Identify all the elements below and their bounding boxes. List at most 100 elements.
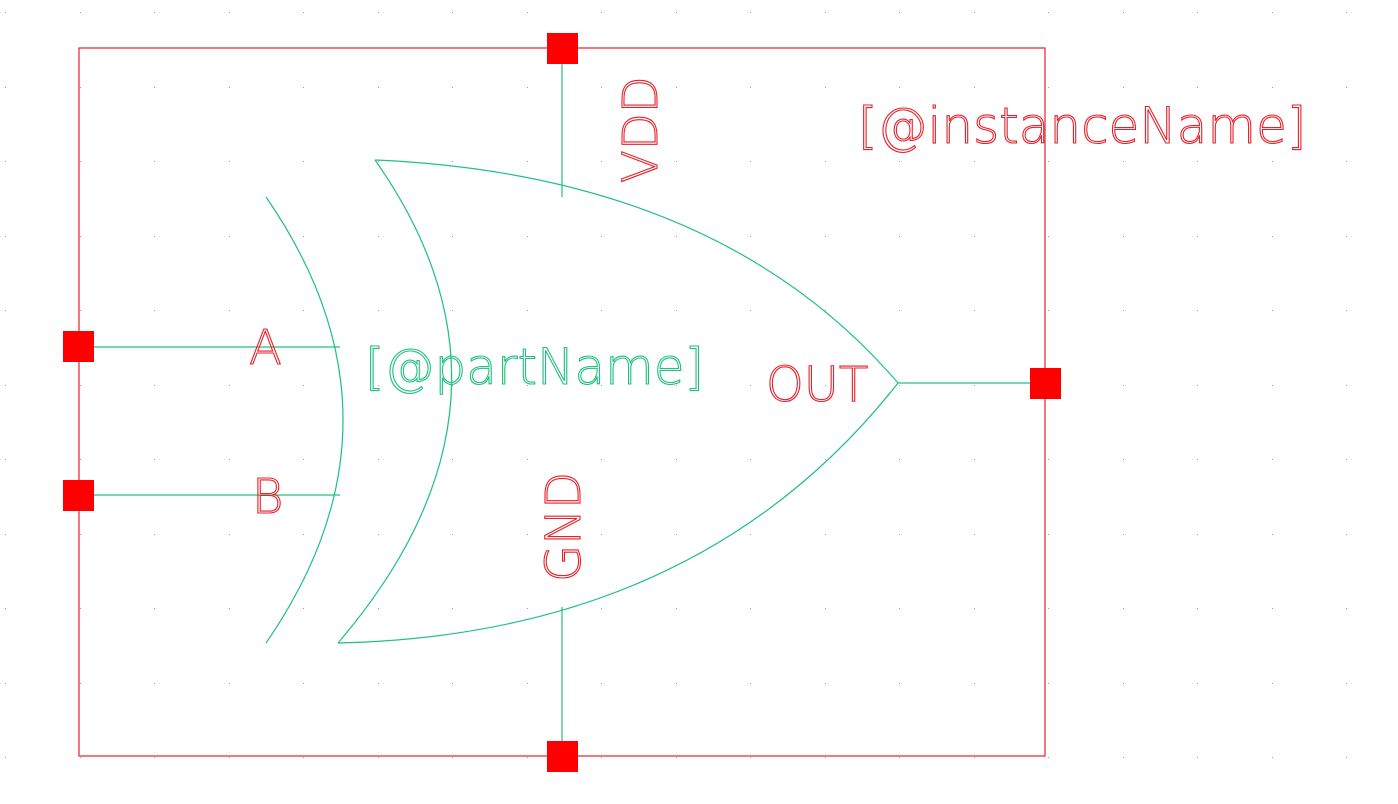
grid-dot <box>229 757 230 758</box>
grid-dot <box>452 608 453 609</box>
grid-dot <box>1197 534 1198 535</box>
xor-extra-arc <box>265 196 344 644</box>
grid-dot <box>1123 12 1124 13</box>
grid-dot <box>527 608 528 609</box>
grid-dot <box>5 534 6 535</box>
grid-dot <box>974 310 975 311</box>
grid-dot <box>378 683 379 684</box>
grid-dot <box>5 87 6 88</box>
grid-dot <box>601 236 602 237</box>
grid-dot <box>303 12 304 13</box>
grid-dot <box>303 757 304 758</box>
grid-dot <box>1048 608 1049 609</box>
grid-dot <box>899 87 900 88</box>
grid-dot <box>750 87 751 88</box>
grid-dot <box>1272 683 1273 684</box>
grid-dot <box>80 757 81 758</box>
grid-dot <box>676 87 677 88</box>
grid-dot <box>825 161 826 162</box>
grid-dot <box>899 310 900 311</box>
grid-dot <box>601 757 602 758</box>
pin-out-label: OUT <box>766 357 868 413</box>
grid-dot <box>676 608 677 609</box>
grid-dot <box>974 161 975 162</box>
grid-dot <box>80 310 81 311</box>
pin-gnd[interactable] <box>547 741 578 772</box>
grid-dot <box>378 12 379 13</box>
grid-dot <box>1272 534 1273 535</box>
grid-dot <box>974 608 975 609</box>
grid-dot <box>974 683 975 684</box>
pin-vdd-label: VDD <box>613 76 669 183</box>
grid-dot <box>1272 310 1273 311</box>
grid-dot <box>825 757 826 758</box>
grid-dot <box>974 236 975 237</box>
grid-dot <box>1123 385 1124 386</box>
or-bottom-curve <box>337 382 899 644</box>
grid-dot <box>5 310 6 311</box>
grid-dot <box>229 534 230 535</box>
grid-dot <box>303 608 304 609</box>
grid-dot <box>825 236 826 237</box>
grid-dot <box>80 385 81 386</box>
grid-dot <box>1346 459 1347 460</box>
grid-dot <box>825 459 826 460</box>
grid-dot <box>974 12 975 13</box>
grid-dot <box>601 87 602 88</box>
grid-dot <box>80 608 81 609</box>
grid-dot <box>378 236 379 237</box>
grid-dot <box>1048 683 1049 684</box>
grid-dot <box>154 608 155 609</box>
grid-dot <box>229 236 230 237</box>
grid-dot <box>378 534 379 535</box>
or-top-curve <box>374 159 899 384</box>
grid-dot <box>825 534 826 535</box>
grid-dot <box>527 161 528 162</box>
grid-dot <box>452 310 453 311</box>
grid-dot <box>303 385 304 386</box>
grid-dot <box>1197 683 1198 684</box>
pin-a-label: A <box>249 320 282 376</box>
pin-gnd-label: GND <box>536 472 592 582</box>
grid-dot <box>899 757 900 758</box>
grid-dot <box>974 459 975 460</box>
grid-dot <box>1123 608 1124 609</box>
grid-dot <box>1346 236 1347 237</box>
grid-dot <box>601 385 602 386</box>
grid-dot <box>1123 236 1124 237</box>
grid-dot <box>899 534 900 535</box>
grid-dot <box>601 310 602 311</box>
grid-dot <box>378 385 379 386</box>
grid-dot <box>974 87 975 88</box>
grid-dot <box>452 12 453 13</box>
grid-dot <box>899 608 900 609</box>
grid <box>5 12 1347 758</box>
grid-dot <box>1346 310 1347 311</box>
grid-dot <box>5 608 6 609</box>
grid-dot <box>1197 310 1198 311</box>
pin-a[interactable] <box>63 331 94 362</box>
grid-dot <box>1197 385 1198 386</box>
grid-dot <box>1123 757 1124 758</box>
pin-b[interactable] <box>63 480 94 511</box>
grid-dot <box>303 236 304 237</box>
grid-dot <box>303 310 304 311</box>
grid-dot <box>154 236 155 237</box>
grid-dot <box>1048 236 1049 237</box>
grid-dot <box>5 236 6 237</box>
pin-out[interactable] <box>1030 368 1061 399</box>
grid-dot <box>1048 310 1049 311</box>
grid-dot <box>1048 459 1049 460</box>
pin-vdd[interactable] <box>547 33 578 64</box>
instance-name-label: [@instanceName] <box>858 97 1306 155</box>
grid-dot <box>1197 459 1198 460</box>
grid-dot <box>229 608 230 609</box>
grid-dot <box>750 161 751 162</box>
grid-dot <box>676 459 677 460</box>
grid-dot <box>750 534 751 535</box>
grid-dot <box>229 12 230 13</box>
grid-dot <box>5 683 6 684</box>
grid-dot <box>527 12 528 13</box>
grid-dot <box>899 683 900 684</box>
